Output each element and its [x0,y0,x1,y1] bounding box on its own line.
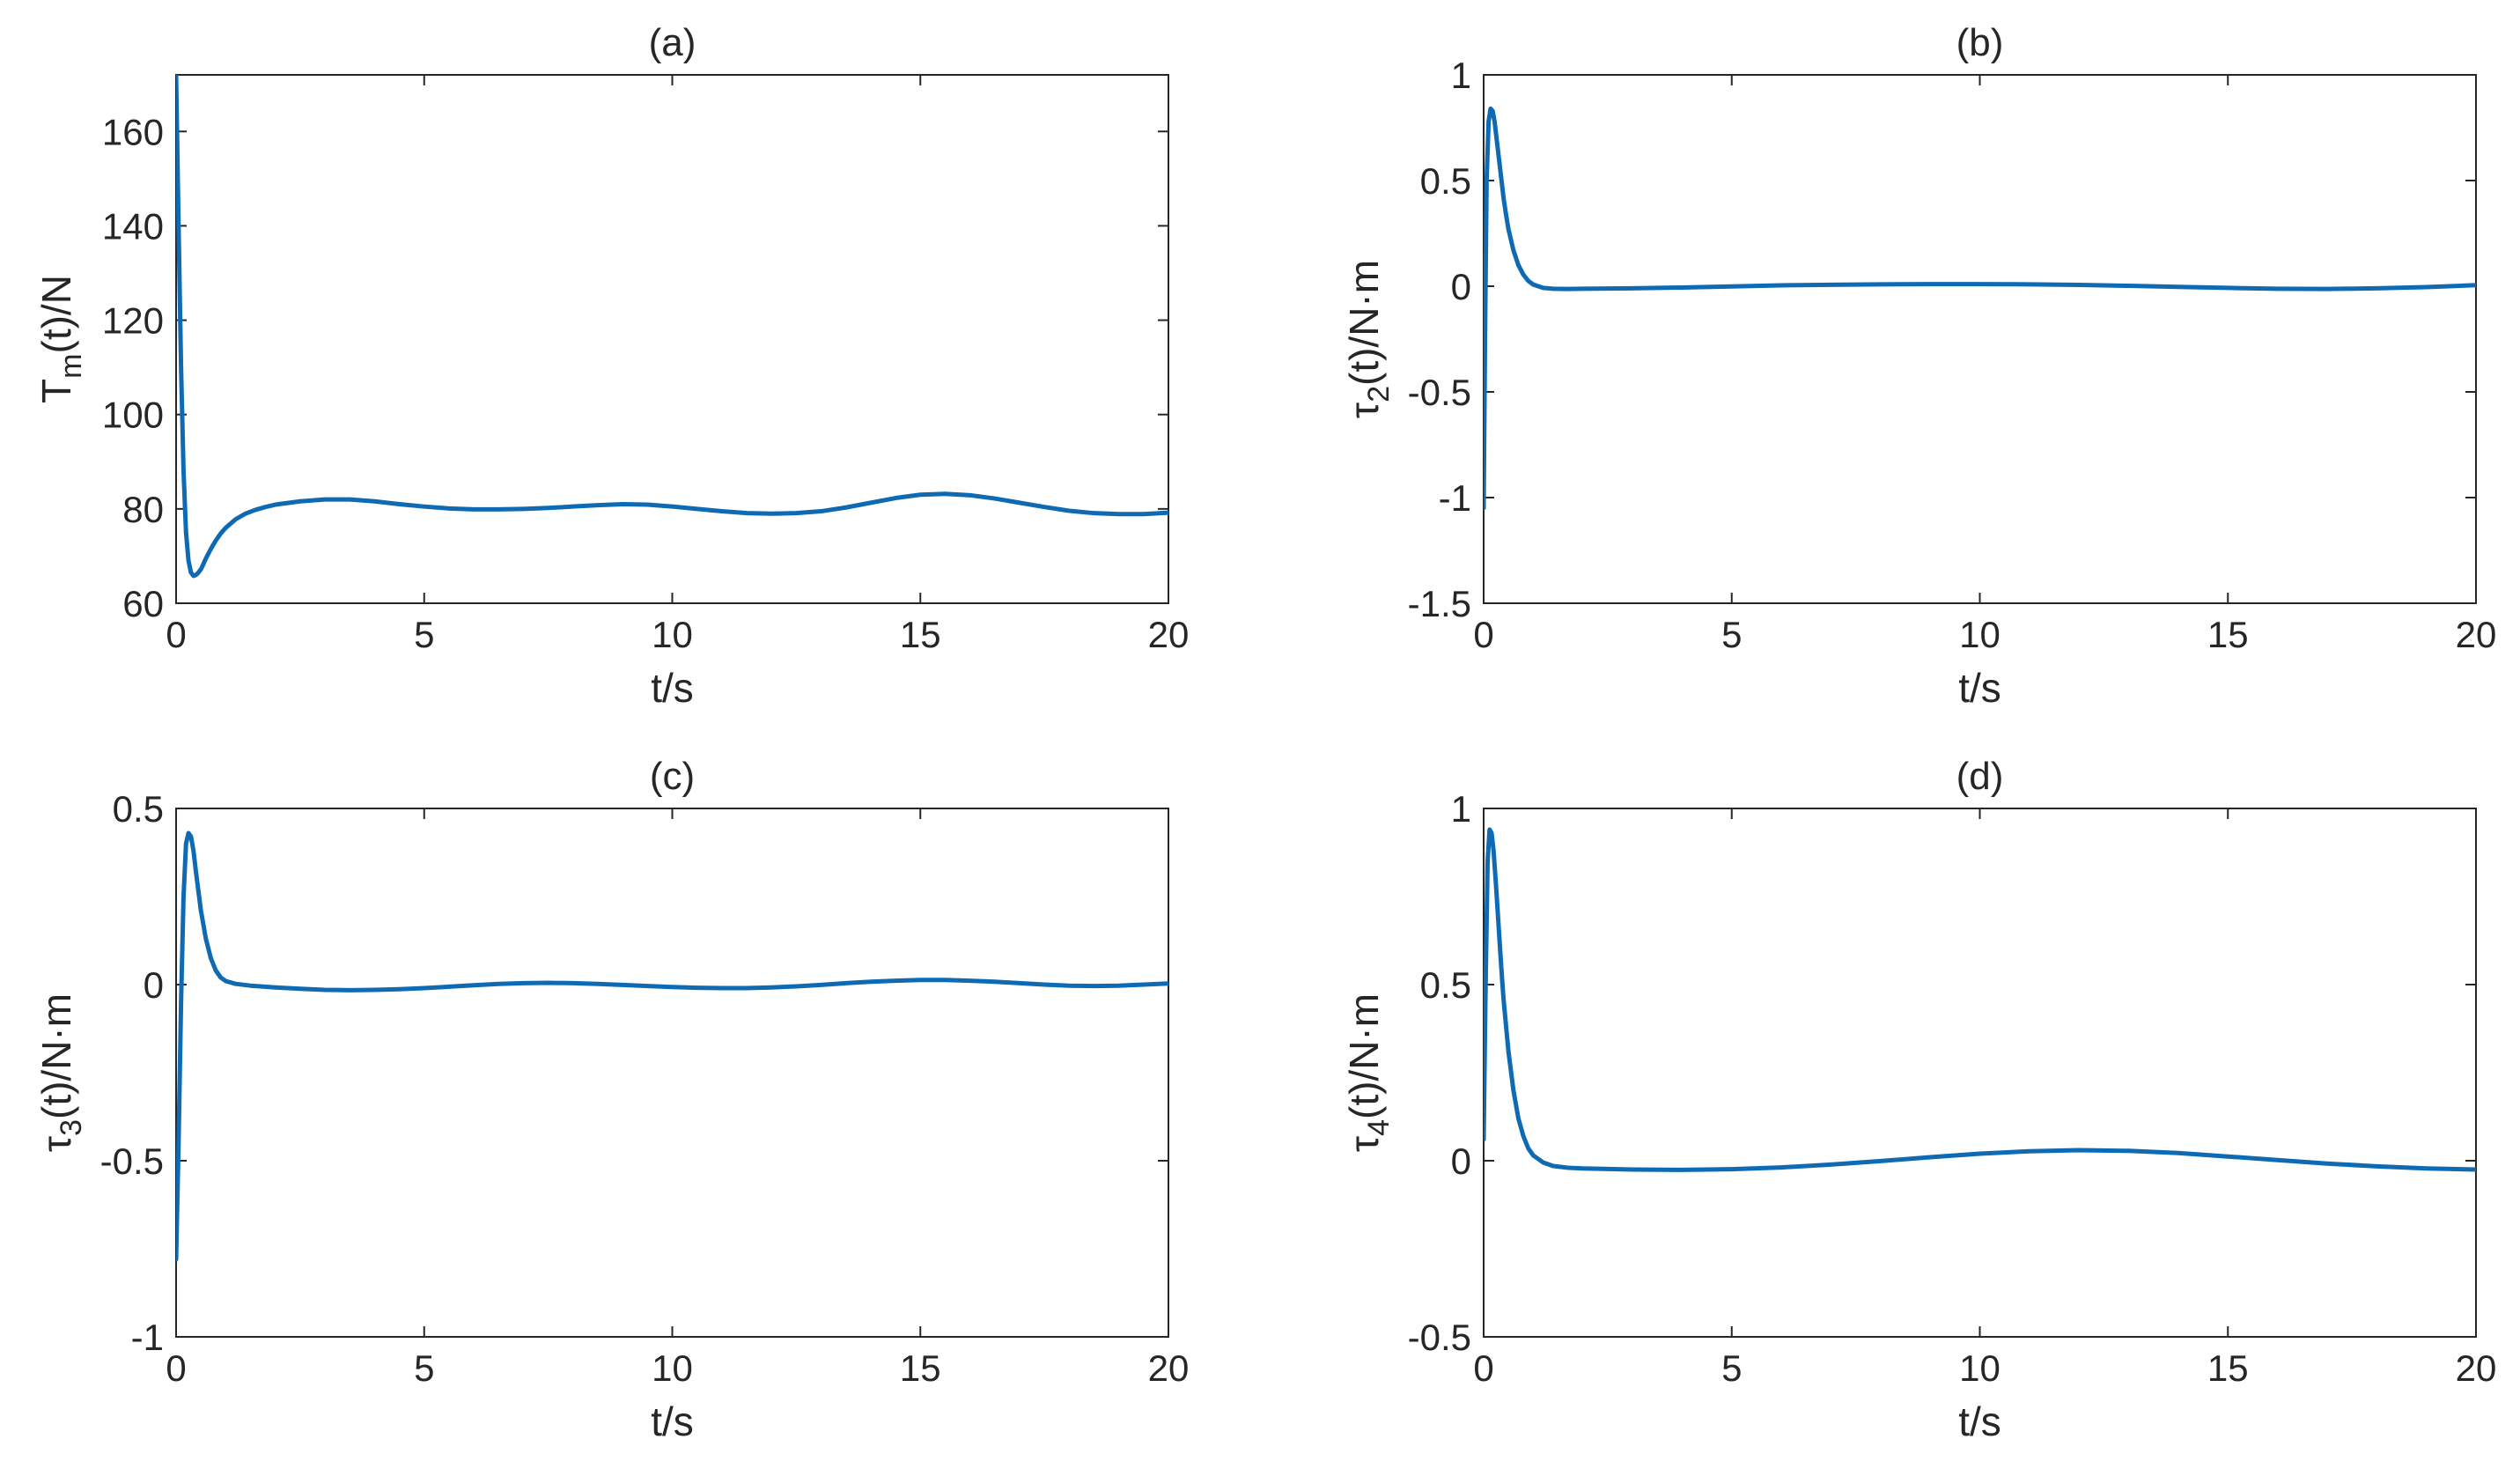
series-line-d [1484,827,2476,1172]
x-tick-label: 5 [1721,614,1742,655]
y-tick-label: -1 [131,1317,164,1358]
y-tick-label: 140 [102,205,164,247]
x-axis-label: t/s [1958,1399,2001,1444]
panel-title: (b) [1956,21,2004,64]
y-tick-label: 1 [1451,788,1471,830]
y-tick-label: 0.5 [113,788,164,830]
y-tick-label: 1 [1451,55,1471,96]
y-axis-label: τ4(t)/N·m [1341,993,1396,1152]
y-label-main: T [33,379,79,403]
x-tick-label: 5 [1721,1347,1742,1389]
y-tick-label: -0.5 [1408,372,1471,413]
x-tick-label: 10 [1959,1347,2001,1389]
x-tick-label: 15 [2207,1347,2249,1389]
panel-title: (c) [650,755,695,798]
x-tick-label: 15 [900,614,941,655]
y-label-rest: (t)/N·m [1341,993,1387,1119]
series-line-b [1484,106,2476,511]
x-tick-label: 5 [414,614,434,655]
y-label-subscript: 3 [55,1119,88,1136]
y-label-rest: (t)/N·m [33,993,79,1119]
y-tick-label: -0.5 [1408,1317,1471,1358]
x-tick-label: 20 [1148,614,1190,655]
y-label-subscript: 4 [1362,1119,1396,1136]
y-label-subscript: m [55,353,88,378]
x-tick-label: 20 [2456,1347,2497,1389]
plot-frame [175,74,1169,604]
y-tick-label: -0.5 [100,1140,164,1182]
plot-frame [1483,74,2477,604]
y-label-subscript: 2 [1362,386,1396,402]
x-axis-label: t/s [651,665,694,711]
x-axis-label: t/s [651,1399,694,1444]
y-tick-label: 120 [102,300,164,342]
y-tick-label: 80 [122,489,164,530]
x-axis-label: t/s [1958,665,2001,711]
panel-d: 0 5 10 15 20-0.500.51(d)t/sτ4(t)/N·m [1341,755,2496,1444]
y-tick-label: 160 [102,111,164,152]
x-tick-label: 0 [166,614,186,655]
panel-b: 0 5 10 15 20 -1.5 -1 -0.5 0 0.5 1 (b) t/s τ2(t)/N·m [1341,21,2496,711]
y-tick-label: 0 [144,964,164,1006]
y-label-rest: (t)/N·m [1341,260,1387,386]
panel-title: (a) [649,21,696,64]
plot-frame [1483,808,2477,1338]
y-axis-label: Tm(t)/N [33,275,88,403]
y-label-main: τ [1341,402,1387,418]
y-label-main: τ [1341,1136,1387,1152]
y-tick-label: 100 [102,395,164,436]
x-tick-label: 15 [2207,614,2249,655]
y-tick-label: 0 [1451,266,1471,307]
y-axis-label: τ2(t)/N·m [1341,260,1396,418]
y-tick-label: 60 [122,583,164,624]
y-label-rest: (t)/N [33,275,79,353]
x-tick-label: 0 [1473,1347,1493,1389]
x-tick-label: 10 [1959,614,2001,655]
y-label-main: τ [33,1136,79,1152]
panel-title: (d) [1956,755,2004,798]
y-tick-label: 0 [1451,1140,1471,1182]
x-tick-label: 20 [1148,1347,1190,1389]
series-line-c [176,830,1168,1262]
panel-c: 0 5 10 15 20 -1 -0.5 0 0.5 (c) t/s τ3(t)/N·m [33,755,1189,1444]
y-axis-label: τ3(t)/N·m [33,993,88,1152]
x-tick-label: 15 [900,1347,941,1389]
x-tick-label: 10 [652,1347,693,1389]
x-tick-label: 0 [166,1347,186,1389]
series-line-a [176,75,1168,579]
x-tick-label: 0 [1473,614,1493,655]
y-tick-label: -1 [1439,477,1471,519]
x-tick-label: 10 [652,614,693,655]
y-tick-label: -1.5 [1408,583,1471,624]
x-tick-label: 5 [414,1347,434,1389]
y-tick-label: 0.5 [1420,964,1471,1006]
y-tick-label: 0.5 [1420,160,1471,202]
panel-a: 0 5 10 15 20 60 80 100 120 140 160 (a) t/s Tm(t)/N [33,21,1189,711]
x-tick-label: 20 [2456,614,2497,655]
plot-frame [175,808,1169,1338]
